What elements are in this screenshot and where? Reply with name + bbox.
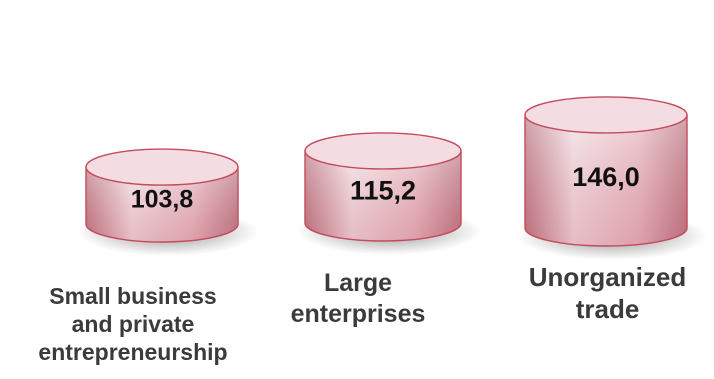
category-label-small-business: Small business and private entrepreneurs… xyxy=(8,282,258,366)
category-label-unorganized-trade: Unorganized trade xyxy=(505,262,710,325)
bar-body-outline xyxy=(85,166,239,243)
category-label-line: trade xyxy=(575,293,640,324)
value-label: 103,8 xyxy=(131,185,194,213)
bar-top xyxy=(85,148,239,186)
cylinder-bar: 146,0 xyxy=(517,96,707,260)
category-label-line: and private xyxy=(71,311,195,338)
bar-top xyxy=(304,132,462,170)
category-label-line: Unorganized xyxy=(528,262,687,292)
value-label: 115,2 xyxy=(350,176,416,206)
category-label-large-enterprises: Large enterprises xyxy=(258,268,458,329)
category-label-line: enterprises xyxy=(290,299,426,328)
value-label: 146,0 xyxy=(572,162,640,192)
cylinder-bar: 103,8 xyxy=(78,148,258,256)
category-label-line: Small business xyxy=(49,283,217,309)
bar-top xyxy=(524,96,688,134)
cylinder-bar: 115,2 xyxy=(297,132,481,255)
bar-body-outline xyxy=(304,150,462,242)
category-label-line: Large xyxy=(323,269,393,297)
bar-body-outline xyxy=(524,114,688,247)
category-label-line: entrepreneurship xyxy=(38,339,228,366)
